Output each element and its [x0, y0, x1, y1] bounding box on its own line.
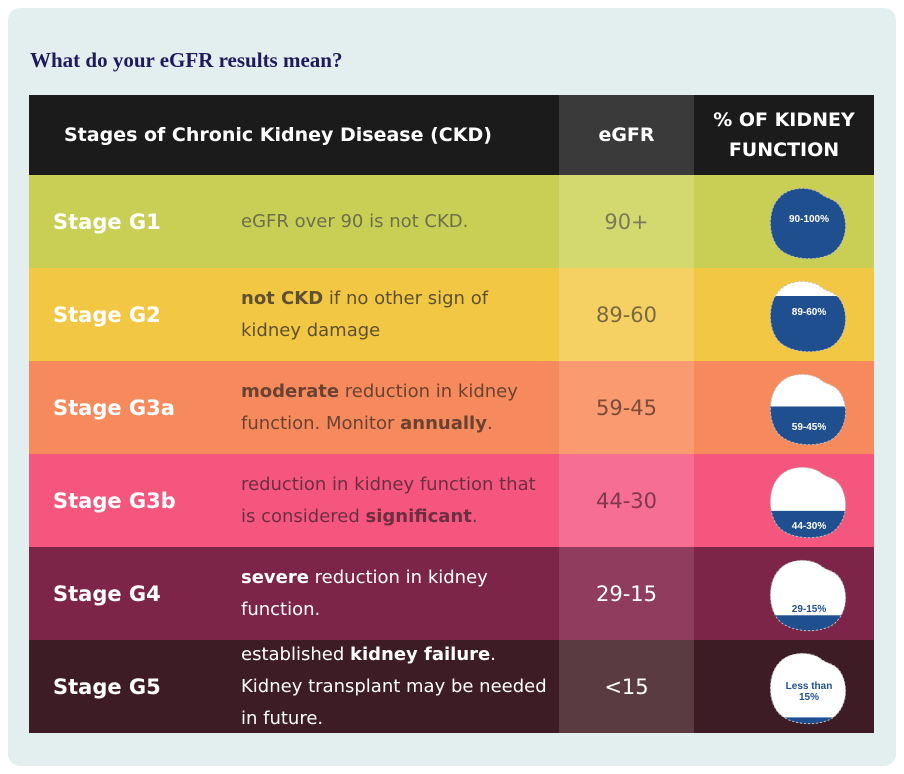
header-function-line1: % OF KIDNEY — [713, 109, 855, 131]
header-egfr-cell — [559, 95, 694, 175]
stage-description: reduction in kidney function that is con… — [241, 473, 536, 527]
kidney-icon: 44-30% — [770, 467, 847, 539]
stage-label: Stage G4 — [53, 581, 161, 606]
stage-label: Stage G3b — [53, 488, 176, 513]
stage-description: established kidney failure. Kidney trans… — [241, 643, 547, 729]
page-title: What do your eGFR results mean? — [30, 48, 343, 72]
stage-description: moderate reduction in kidney function. M… — [241, 380, 518, 434]
kidney-percent-label: 15% — [799, 692, 819, 703]
kidney-percent-label: Less than — [786, 681, 833, 692]
table-header: Stages of Chronic Kidney Disease (CKD) e… — [29, 95, 874, 175]
kidney-icon: 89-60% — [770, 281, 847, 353]
stage-label: Stage G2 — [53, 302, 161, 327]
kidney-icon: 90-100% — [770, 188, 847, 260]
stage-description: severe reduction in kidney function. — [241, 566, 488, 620]
table-row: Stage G2 not CKD if no other sign of kidn… — [29, 268, 874, 361]
stage-label: Stage G1 — [53, 209, 161, 234]
kidney-fill-level — [770, 296, 846, 352]
table-row: Stage G3b reduction in kidney function th… — [29, 454, 874, 547]
egfr-value: 89-60 — [559, 268, 694, 361]
ckd-stages-table: Stages of Chronic Kidney Disease (CKD) e… — [29, 95, 874, 733]
header-egfr: eGFR — [598, 124, 655, 146]
kidney-percent-label: 89-60% — [792, 307, 827, 318]
stage-label: Stage G5 — [53, 674, 161, 699]
egfr-value: 59-45 — [559, 361, 694, 454]
header-stages: Stages of Chronic Kidney Disease (CKD) — [64, 124, 492, 146]
kidney-percent-label: 29-15% — [792, 604, 827, 615]
kidney-percent-label: 59-45% — [792, 422, 827, 433]
kidney-percent-label: 44-30% — [792, 521, 827, 532]
egfr-value: <15 — [559, 640, 694, 733]
egfr-value: 44-30 — [559, 454, 694, 547]
kidney-fill-level — [770, 615, 846, 631]
egfr-value: 90+ — [559, 175, 694, 268]
header-function-line2: FUNCTION — [728, 139, 840, 161]
header-kidney-function: % OF KIDNEY FUNCTION — [694, 105, 874, 165]
stage-description: eGFR over 90 is not CKD. — [241, 210, 469, 232]
table-row: Stage G1 eGFR over 90 is not CKD. 90+ 90-10… — [29, 175, 874, 268]
table-row: Stage G3a moderate reduction in kidney fu… — [29, 361, 874, 454]
table-row: Stage G5 established kidney failure. Kidn… — [29, 640, 874, 733]
table-row: Stage G4 severe reduction in kidney funct… — [29, 547, 874, 640]
kidney-percent-label: 90-100% — [789, 214, 829, 225]
stage-label: Stage G3a — [53, 395, 175, 420]
kidney-fill-level — [770, 717, 846, 724]
kidney-icon: 59-45% — [770, 374, 847, 446]
stage-description: not CKD if no other sign of kidney damag… — [241, 287, 489, 341]
kidney-icon: 29-15% — [770, 560, 847, 632]
egfr-value: 29-15 — [559, 547, 694, 640]
